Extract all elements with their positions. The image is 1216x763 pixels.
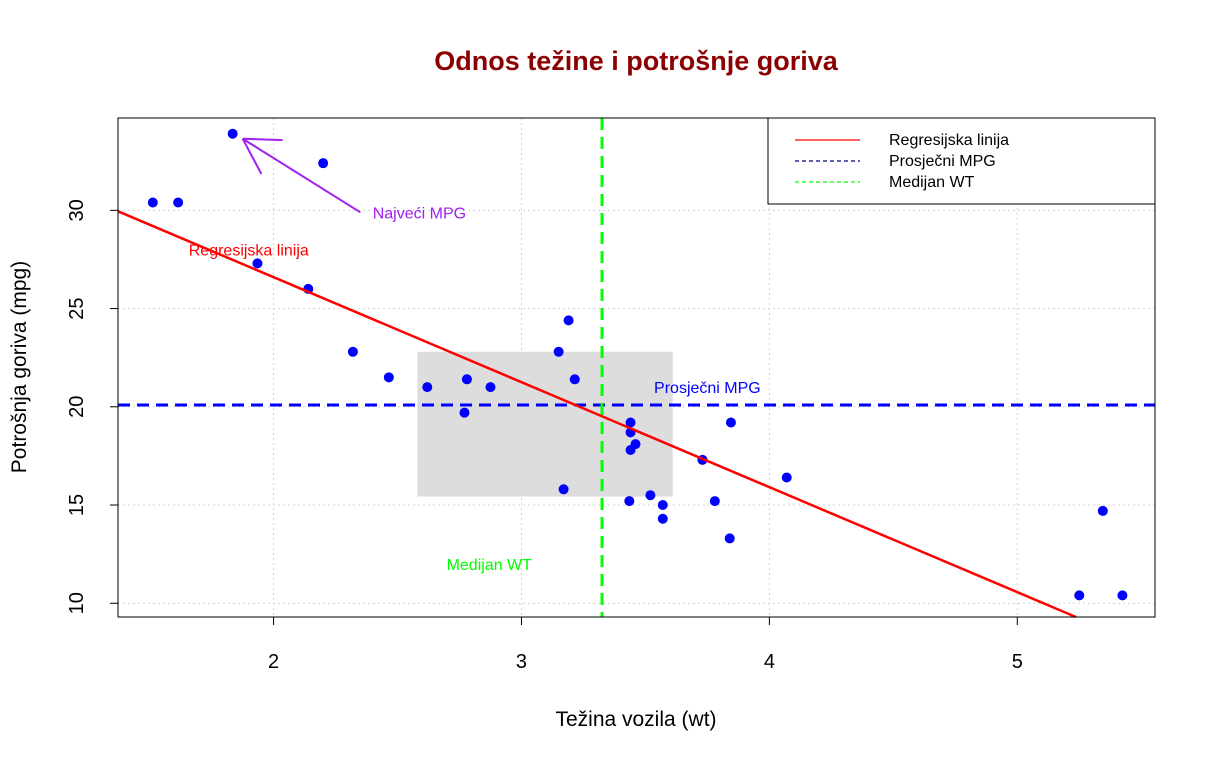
data-point (383, 372, 394, 383)
grid (118, 118, 1155, 617)
data-point (1074, 590, 1085, 601)
data-point (563, 315, 574, 326)
regression-line-path (117, 210, 1077, 619)
data-point (173, 197, 184, 208)
max-mpg-arrow (241, 137, 361, 214)
data-point (422, 382, 433, 393)
data-point (318, 158, 329, 169)
data-point (558, 484, 569, 495)
x-tick-label: 5 (1012, 651, 1023, 673)
data-point (725, 417, 736, 428)
data-point (147, 197, 158, 208)
data-point (1117, 590, 1128, 601)
legend-label: Regresijska linija (889, 132, 1009, 149)
data-point (657, 500, 668, 511)
regression-label: Regresijska linija (189, 243, 309, 260)
y-tick-label: 10 (66, 592, 88, 614)
x-tick-label: 4 (764, 651, 775, 673)
y-tick-label: 15 (66, 494, 88, 516)
data-point (625, 445, 636, 456)
data-point (569, 374, 580, 385)
regression-line (117, 210, 1077, 619)
legend: Regresijska linija Prosječni MPG Medijan W… (767, 117, 1156, 205)
y-axis-title: Potrošnja goriva (mpg) (8, 261, 31, 473)
data-point (485, 382, 496, 393)
data-point (781, 472, 792, 483)
data-point (1097, 505, 1108, 516)
data-point (657, 513, 668, 524)
data-point (645, 490, 656, 501)
max-mpg-label: Najveći MPG (373, 205, 466, 222)
data-point (461, 374, 472, 385)
median-wt-label: Medijan WT (447, 557, 533, 574)
data-point (553, 346, 564, 357)
arrow-shaft (242, 137, 361, 214)
arrow-head (241, 138, 263, 175)
arrow-head (242, 137, 283, 142)
legend-label: Prosječni MPG (889, 153, 996, 170)
x-axis: 2 3 4 5 (268, 617, 1023, 673)
plot-border (117, 117, 1156, 618)
mean-mpg-label: Prosječni MPG (654, 380, 761, 397)
legend-label: Medijan WT (889, 174, 975, 191)
data-point (724, 533, 735, 544)
data-point (459, 407, 470, 418)
data-point (624, 496, 635, 507)
data-point (709, 496, 720, 507)
y-tick-label: 20 (66, 396, 88, 418)
chart-title: Odnos težine i potrošnje goriva (434, 46, 839, 76)
y-tick-label: 30 (66, 199, 88, 221)
data-point (227, 128, 238, 139)
y-axis: 10 15 20 25 30 (66, 199, 118, 614)
x-axis-title: Težina vozila (wt) (555, 708, 716, 731)
data-point (252, 258, 263, 269)
x-tick-label: 3 (516, 651, 527, 673)
y-tick-label: 25 (66, 297, 88, 319)
data-point (625, 417, 636, 428)
x-tick-label: 2 (268, 651, 279, 673)
data-point (347, 346, 358, 357)
